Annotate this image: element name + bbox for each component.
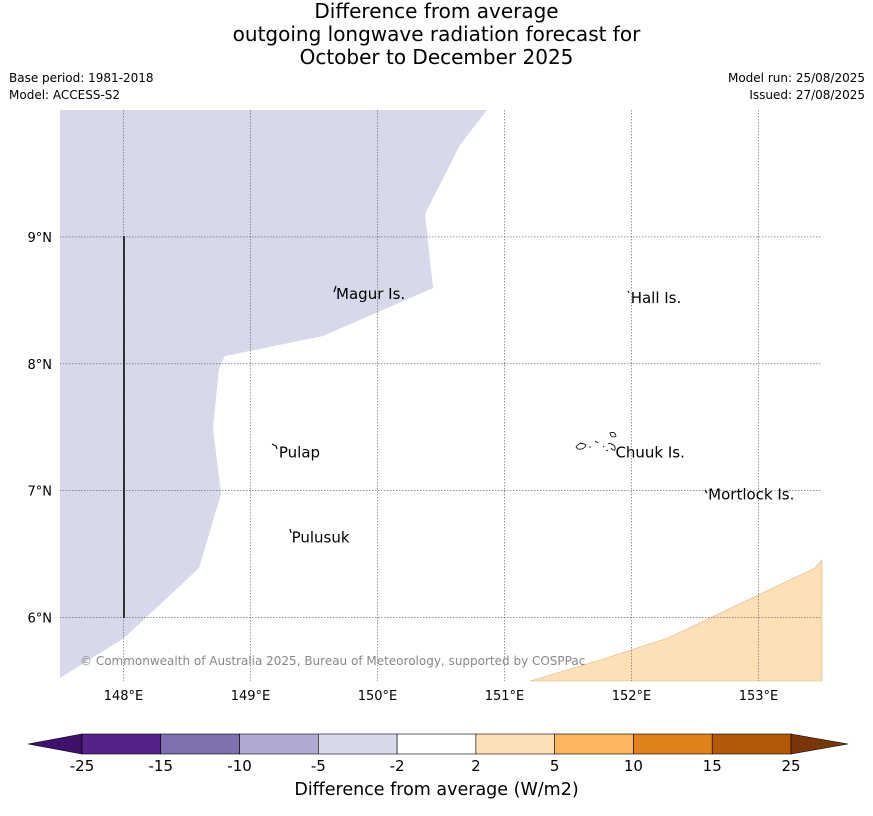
lat-tick-labels: 9°N 8°N 7°N 6°N <box>28 231 53 627</box>
lon-tick-label: 153°E <box>739 689 779 704</box>
model-run: Model run: 25/08/2025 <box>727 71 865 85</box>
meta-right: Model run: 25/08/2025 Issued: 27/08/2025 <box>728 70 865 104</box>
title-line-2: outgoing longwave radiation forecast for <box>232 22 641 46</box>
colorbar-tick-label: 25 <box>781 757 800 775</box>
place-label: Hall Is. <box>631 289 682 307</box>
lon-tick-label: 152°E <box>612 689 652 704</box>
island-pulap-mark <box>271 443 278 450</box>
model-name: Model: ACCESS-S2 <box>9 88 121 102</box>
place-labels: Magur Is. Hall Is. Pulap Chuuk Is. Mortlock … <box>279 285 794 547</box>
lat-tick-label: 9°N <box>28 231 53 246</box>
lat-tick-label: 8°N <box>28 358 53 373</box>
place-label: Magur Is. <box>336 285 405 303</box>
base-period: Base period: 1981-2018 <box>9 71 154 85</box>
title-line-1: Difference from average <box>314 0 559 23</box>
issued-date: Issued: 27/08/2025 <box>749 88 865 102</box>
colorbar-extend-low <box>27 733 83 755</box>
place-label: Pulusuk <box>292 529 350 547</box>
colorbar-segment <box>318 733 398 755</box>
place-label: Mortlock Is. <box>708 485 794 503</box>
colorbar-segment <box>633 733 713 755</box>
colorbar-tick-label: -5 <box>311 757 326 775</box>
island-magur-mark <box>333 285 337 293</box>
colorbar-tick-label: 10 <box>624 757 643 775</box>
lat-tick-label: 6°N <box>28 612 53 627</box>
island-pulusuk-mark <box>289 528 292 534</box>
island-marks <box>271 285 708 534</box>
colorbar-segment <box>554 733 634 755</box>
colorbar-tick-label: 5 <box>550 757 560 775</box>
island-mortlock-mark <box>704 489 708 494</box>
colorbar-extend-high <box>790 733 849 755</box>
colorbar-tick-label: 2 <box>471 757 481 775</box>
colorbar-segment <box>396 733 477 755</box>
colorbar-label: Difference from average (W/m2) <box>294 780 579 800</box>
colorbar-segment <box>475 733 555 755</box>
lon-tick-label: 151°E <box>485 689 525 704</box>
gridlines <box>60 110 822 681</box>
colorbar-segment <box>160 733 240 755</box>
region-below-average <box>60 110 487 678</box>
colorbar-tick-label: -15 <box>149 757 174 775</box>
colorbar-tick-label: -25 <box>70 757 95 775</box>
region-above-average <box>529 559 823 682</box>
place-label: Chuuk Is. <box>615 444 684 462</box>
lon-tick-label: 149°E <box>231 689 271 704</box>
title-line-3: October to December 2025 <box>299 45 574 69</box>
island-chuuk-mark <box>575 432 617 452</box>
colorbar-tick-label: -2 <box>390 757 405 775</box>
colorbar-segment <box>711 733 792 755</box>
place-label: Pulap <box>279 444 320 462</box>
lon-tick-label: 150°E <box>358 689 398 704</box>
colorbar-tick-label: 15 <box>703 757 722 775</box>
meta-left: Base period: 1981-2018 Model: ACCESS-S2 <box>9 70 154 104</box>
lon-tick-label: 148°E <box>104 689 144 704</box>
map-title: Difference from average outgoing longwav… <box>0 0 873 69</box>
colorbar: -25 -15 -10 -5 -2 2 5 10 15 25 <box>27 733 849 775</box>
lon-tick-labels: 148°E 149°E 150°E 151°E 152°E 153°E <box>104 689 779 704</box>
colorbar-segment <box>239 733 319 755</box>
colorbar-tick-label: -10 <box>227 757 252 775</box>
island-hall-mark <box>627 290 630 294</box>
copyright-text: © Commonwealth of Australia 2025, Bureau… <box>80 654 585 668</box>
colorbar-segment <box>81 733 162 755</box>
lat-tick-label: 7°N <box>28 485 53 500</box>
